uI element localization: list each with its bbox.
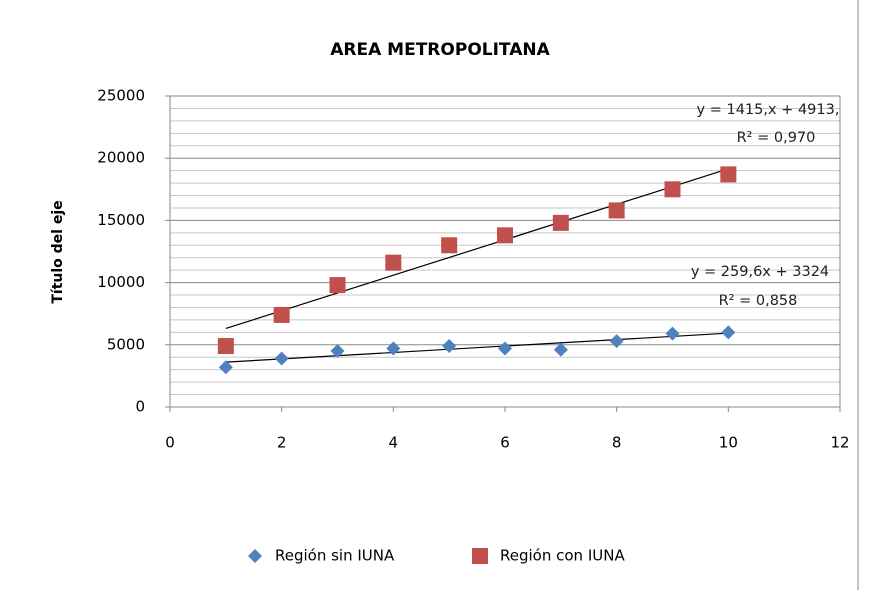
y-tick-label: 20000 <box>97 149 145 167</box>
x-tick-label: 2 <box>277 434 287 452</box>
y-tick-label: 0 <box>135 398 145 416</box>
point <box>608 202 625 219</box>
point <box>720 166 737 183</box>
x-tick-label: 10 <box>719 434 738 452</box>
y-axis-title: Título del eje <box>50 200 66 303</box>
legend-marker <box>472 548 488 564</box>
point <box>330 344 345 359</box>
point <box>329 277 346 294</box>
point <box>665 326 680 341</box>
point <box>386 341 401 356</box>
chart-title: AREA METROPOLITANA <box>330 40 550 60</box>
point <box>497 227 513 244</box>
legend-label: Región sin IUNA <box>275 547 395 565</box>
x-tick-label: 8 <box>612 434 622 452</box>
y-tick-label: 15000 <box>97 211 145 229</box>
x-tick-label: 12 <box>830 434 849 452</box>
trendline-label: R² = 0,858 <box>719 293 798 309</box>
x-tick-label: 6 <box>500 434 510 452</box>
point <box>552 214 569 231</box>
point <box>609 334 624 349</box>
legend-marker <box>248 549 262 563</box>
x-tick-label: 0 <box>165 434 175 452</box>
point <box>385 254 402 271</box>
trendline <box>225 332 729 363</box>
trendline-label: y = 259,6x + 3324 <box>691 264 829 280</box>
point <box>442 339 457 354</box>
point <box>441 237 458 254</box>
legend-label: Región con IUNA <box>500 547 625 565</box>
point <box>553 342 568 357</box>
point <box>498 341 512 356</box>
point <box>217 338 234 355</box>
point <box>218 360 233 375</box>
trendline <box>225 168 729 330</box>
point <box>274 351 289 366</box>
trendline-label: y = 1415,x + 4913, <box>697 102 840 118</box>
y-tick-label: 10000 <box>97 273 145 291</box>
trendline-label: R² = 0,970 <box>737 130 816 146</box>
point <box>721 325 736 340</box>
point <box>664 181 681 198</box>
y-tick-label: 25000 <box>97 87 145 105</box>
point <box>273 306 290 323</box>
x-tick-label: 4 <box>389 434 399 452</box>
y-tick-label: 5000 <box>107 335 145 353</box>
